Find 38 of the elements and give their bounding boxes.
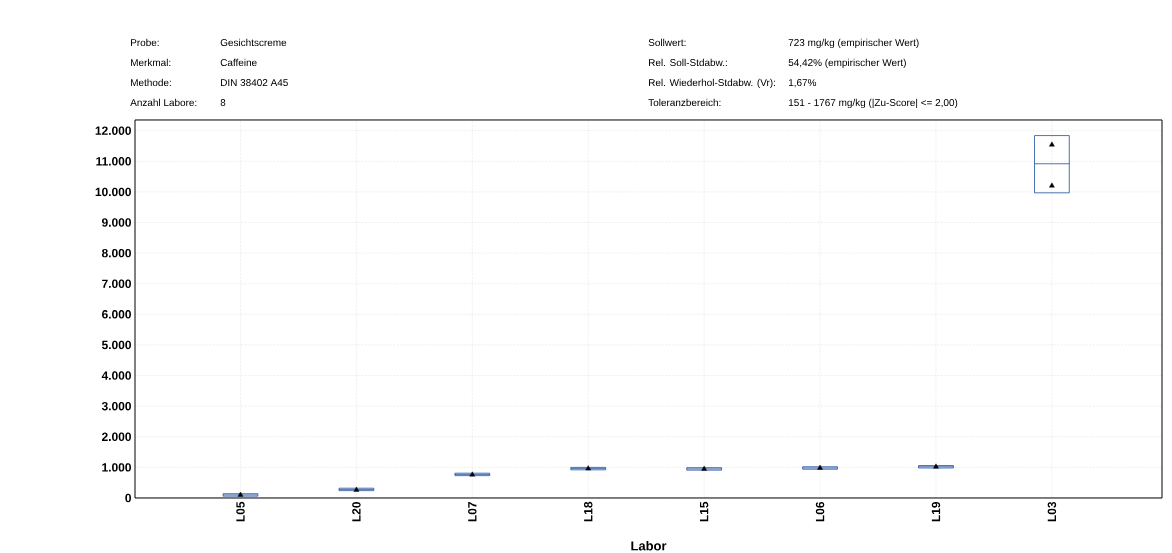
x-tick-label: L07 [468, 502, 477, 522]
x-tick-label: L06 [815, 501, 825, 522]
x-tick-label: L18 [584, 501, 593, 522]
y-tick-label: 11.000 [96, 157, 131, 166]
text: Rel. Wiederhol-Stdabw. (Vr): [649, 78, 775, 89]
text: Merkmal: [131, 58, 171, 67]
text: Gesichtscreme [220, 38, 287, 47]
y-tick-label: 6.000 [102, 310, 131, 319]
y-tick-label: 0 [125, 493, 131, 503]
x-tick-label: L20 [352, 502, 361, 522]
y-tick-label: 7.000 [102, 279, 131, 288]
text: 8 [220, 99, 226, 107]
y-tick-label: 8.000 [101, 248, 131, 258]
x-tick-label: L19 [931, 501, 941, 522]
x-axis-title: Labor [631, 540, 667, 551]
y-tick-label: 1.000 [102, 463, 131, 472]
text: Sollwert: [648, 38, 686, 47]
y-tick-label: 3.000 [101, 401, 131, 411]
y-tick-label: 2.000 [102, 432, 131, 441]
text: Rel. Soll-Stdabw.: [649, 58, 727, 67]
text: Toleranzbereich: [648, 98, 721, 107]
y-tick-label: 10.000 [95, 187, 131, 197]
text: DIN 38402 A45 [221, 79, 288, 87]
x-tick-label: L15 [699, 501, 709, 522]
y-tick-label: 12.000 [95, 126, 131, 135]
y-tick-label: 4.000 [101, 371, 131, 380]
y-tick-label: 9.000 [102, 218, 131, 227]
text: Anzahl Labore: [130, 98, 197, 107]
x-tick-label: L05 [236, 501, 245, 522]
y-tick-label: 5.000 [101, 340, 131, 350]
text: 723 mg/kg (empirischer Wert) [788, 38, 919, 49]
text: 1,67% [788, 79, 817, 88]
text: 151 - 1767 mg/kg (|Zu-Score| <= 2,00) [788, 98, 958, 109]
text: Methode: [131, 78, 171, 87]
text: Caffeine [220, 58, 257, 67]
text: Probe: [131, 38, 159, 47]
x-tick-label: L03 [1047, 501, 1057, 522]
text: 54,42% (empirischer Wert) [788, 58, 906, 69]
